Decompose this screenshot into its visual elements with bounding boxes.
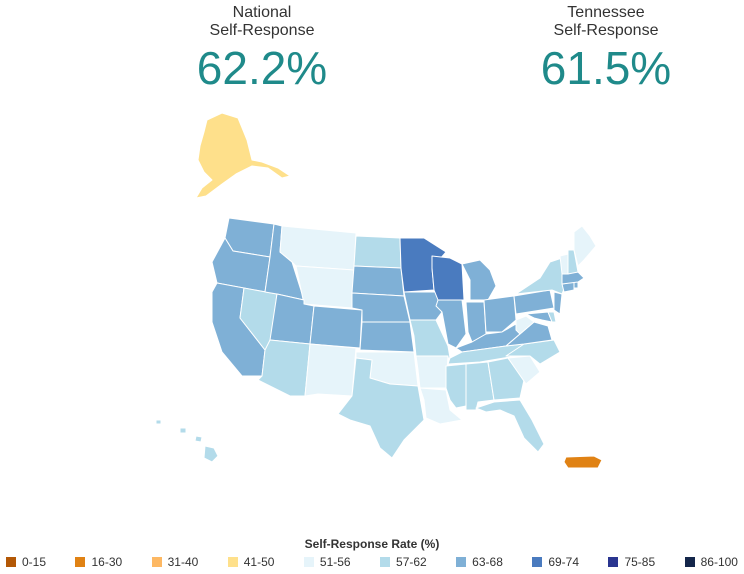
state-south-carolina[interactable] [507,355,541,385]
state-arizona[interactable] [257,339,311,397]
state-mississippi[interactable] [445,363,467,409]
legend-item[interactable]: 51-56 [303,555,351,569]
national-response-stat: National Self-Response 62.2% [152,4,372,94]
legend-item[interactable]: 41-50 [227,555,275,569]
state-wyoming[interactable] [295,265,355,309]
legend-item[interactable]: 57-62 [380,555,427,569]
state-texas[interactable] [337,357,425,459]
state-hawaii-kauai[interactable] [155,419,162,425]
legend-swatch [684,557,695,567]
legend-item[interactable]: 69-74 [532,555,579,569]
legend-label: 75-85 [624,555,656,569]
state-vermont[interactable] [559,253,569,275]
state-north-dakota[interactable] [353,235,402,269]
state-michigan[interactable] [461,259,497,301]
state-west-virginia[interactable] [515,315,535,335]
state-new-york[interactable] [515,257,567,295]
legend-item[interactable]: 75-85 [608,555,655,569]
legend-item[interactable]: 16-30 [75,555,122,569]
territory-puerto-rico[interactable] [563,455,603,469]
legend-label: 86-100 [700,555,738,569]
legend-label: 41-50 [243,555,275,569]
us-self-response-map[interactable] [0,0,744,530]
legend-label: 0-15 [22,555,47,569]
state-ohio[interactable] [483,295,517,333]
state-illinois[interactable] [435,299,467,349]
state-new-mexico[interactable] [304,343,357,397]
state-iowa[interactable] [403,291,443,321]
state-louisiana[interactable] [419,387,463,425]
legend-item[interactable]: 0-15 [6,555,46,569]
legend-item[interactable]: 63-68 [456,555,503,569]
legend-label: 57-62 [396,555,427,569]
state-label-line1: Tennessee [567,4,645,21]
state-arkansas[interactable] [415,355,449,389]
legend-swatch [380,557,391,567]
state-hawaii-maui[interactable] [194,435,203,443]
state-hawaii-island[interactable] [203,445,219,463]
legend-swatch [151,557,162,567]
state-alaska[interactable] [195,112,291,199]
state-florida[interactable] [475,399,545,453]
legend: 0-15 16-30 31-40 41-50 51-56 57-62 63-68 69-74 7… [6,555,738,569]
legend-title: Self-Response Rate (%) [304,537,440,551]
national-value: 62.2% [196,42,328,94]
state-label-line2: Self-Response [553,22,659,39]
legend-label: 31-40 [167,555,199,569]
state-wisconsin[interactable] [431,255,465,301]
legend-label: 51-56 [319,555,351,569]
legend-swatch [532,557,543,567]
legend-swatch [227,557,238,567]
state-new-hampshire[interactable] [567,249,579,275]
legend-label: 63-68 [472,555,503,569]
state-delaware[interactable] [547,311,557,323]
legend-swatch [456,557,467,567]
legend-item[interactable]: 31-40 [151,555,199,569]
state-value: 61.5% [540,42,672,94]
national-label-line2: Self-Response [209,22,315,39]
legend-label: 16-30 [91,555,123,569]
legend-item[interactable]: 86-100 [684,555,738,569]
national-label-line1: National [232,4,292,21]
state-maine[interactable] [573,225,597,267]
state-response-stat: Tennessee Self-Response 61.5% [496,4,716,94]
state-maryland[interactable] [525,311,553,323]
legend-swatch [608,557,619,567]
state-missouri[interactable] [409,319,451,359]
legend-label: 69-74 [548,555,580,569]
legend-swatch [303,557,314,567]
state-colorado[interactable] [309,305,363,349]
legend-swatch [6,557,16,567]
state-south-dakota[interactable] [351,265,405,297]
state-new-jersey[interactable] [553,291,563,315]
legend-swatch [75,557,86,567]
state-hawaii-oahu[interactable] [179,427,187,434]
state-kansas[interactable] [359,321,415,353]
